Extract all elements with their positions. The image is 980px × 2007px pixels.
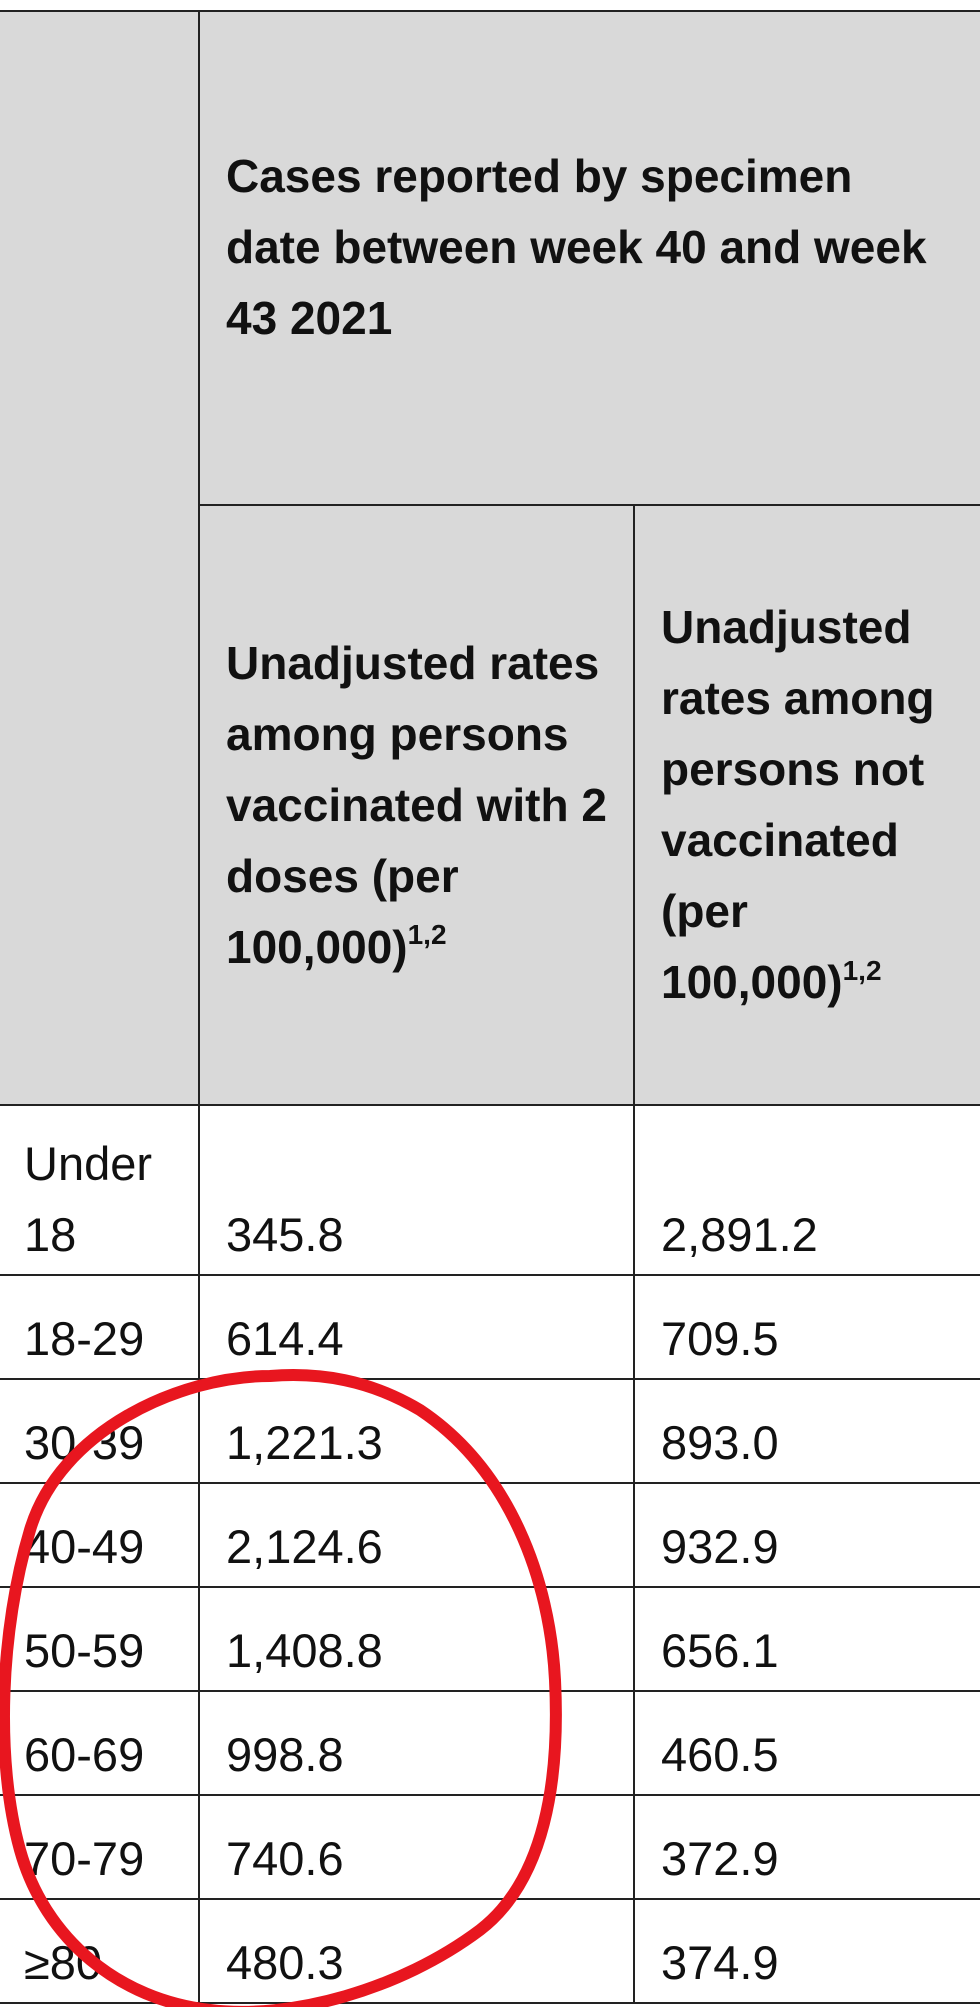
unvaccinated-rate-cell: 372.9 xyxy=(633,1794,980,1900)
unvaccinated-rate-cell: 893.0 xyxy=(633,1378,980,1484)
table-row: 60-69 998.8 460.5 xyxy=(0,1690,980,1796)
unvaccinated-rate-cell: 709.5 xyxy=(633,1274,980,1380)
col-header-unvaccinated-footnote: 1,2 xyxy=(842,954,882,986)
unvaccinated-rate-cell: 374.9 xyxy=(633,1898,980,2004)
vaccinated-rate-cell: 614.4 xyxy=(198,1274,635,1380)
group-header: Cases reported by specimen date between … xyxy=(198,10,980,506)
age-cell: 50-59 xyxy=(0,1586,200,1692)
vaccinated-rate-cell: 2,124.6 xyxy=(198,1482,635,1588)
vaccination-rates-table: Cases reported by specimen date between … xyxy=(0,10,980,2004)
col-header-unvaccinated-text: Unadjusted rates among persons not vacci… xyxy=(661,601,935,1008)
age-cell: 70-79 xyxy=(0,1794,200,1900)
col-header-vaccinated-text: Unadjusted rates among persons vaccinate… xyxy=(226,636,607,973)
unvaccinated-rate-cell: 2,891.2 xyxy=(633,1104,980,1276)
age-cell: 40-49 xyxy=(0,1482,200,1588)
vaccinated-rate-cell: 998.8 xyxy=(198,1690,635,1796)
vaccinated-rate-cell: 1,221.3 xyxy=(198,1378,635,1484)
unvaccinated-rate-cell: 932.9 xyxy=(633,1482,980,1588)
table-row: 30-39 1,221.3 893.0 xyxy=(0,1378,980,1484)
age-cell: ≥80 xyxy=(0,1898,200,2004)
vaccinated-rate-cell: 740.6 xyxy=(198,1794,635,1900)
table-row: ≥80 480.3 374.9 xyxy=(0,1898,980,2004)
age-cell: 30-39 xyxy=(0,1378,200,1484)
unvaccinated-rate-cell: 656.1 xyxy=(633,1586,980,1692)
group-header-text: Cases reported by specimen date between … xyxy=(226,149,927,344)
col-header-vaccinated: Unadjusted rates among persons vaccinate… xyxy=(198,504,635,1106)
unvaccinated-rate-cell: 460.5 xyxy=(633,1690,980,1796)
vaccinated-rate-cell: 480.3 xyxy=(198,1898,635,2004)
col-header-unvaccinated: Unadjusted rates among persons not vacci… xyxy=(633,504,980,1106)
table-row: 40-49 2,124.6 932.9 xyxy=(0,1482,980,1588)
age-cell: Under 18 xyxy=(0,1104,200,1276)
age-header-cell xyxy=(0,10,200,1106)
table-row: Under 18 345.8 2,891.2 xyxy=(0,1104,980,1276)
table-row: 70-79 740.6 372.9 xyxy=(0,1794,980,1900)
age-cell: 18-29 xyxy=(0,1274,200,1380)
vaccinated-rate-cell: 345.8 xyxy=(198,1104,635,1276)
table-row: 18-29 614.4 709.5 xyxy=(0,1274,980,1380)
col-header-vaccinated-footnote: 1,2 xyxy=(407,919,447,951)
vaccinated-rate-cell: 1,408.8 xyxy=(198,1586,635,1692)
table-row: 50-59 1,408.8 656.1 xyxy=(0,1586,980,1692)
age-cell: 60-69 xyxy=(0,1690,200,1796)
